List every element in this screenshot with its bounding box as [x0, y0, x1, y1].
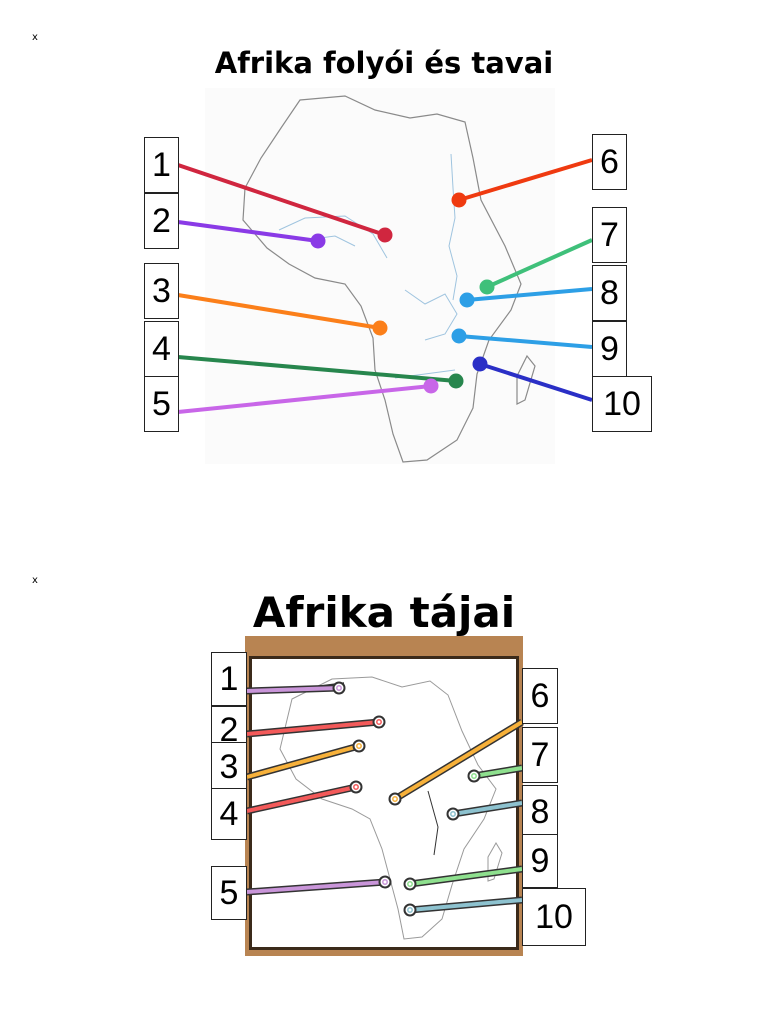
marker-dot-7: [479, 279, 495, 295]
label-box-2: 2: [144, 193, 179, 249]
marker-dot-4: [448, 373, 464, 389]
leader-2-3: [246, 739, 366, 781]
page-marker-bottom: x: [32, 575, 38, 586]
leader-2-4: [246, 780, 363, 815]
marker-dot-5: [423, 378, 439, 394]
leader-2-2: [246, 715, 386, 738]
section2-title: Afrika tájai: [252, 588, 516, 637]
label-box-3: 3: [144, 263, 179, 319]
region-label-box-3: 3: [211, 742, 247, 792]
marker-dot-6: [451, 192, 467, 208]
leader-2-6: [388, 719, 524, 806]
leader-line-10: [479, 362, 593, 402]
label-box-6: 6: [592, 134, 627, 190]
leader-line-8: [466, 287, 593, 302]
leader-line-5: [177, 384, 432, 414]
leader-line-4: [177, 355, 457, 383]
region-label-box-1: 1: [211, 652, 247, 706]
leader-2-8: [446, 799, 523, 821]
leader-line-9: [458, 334, 593, 349]
marker-dot-8: [459, 292, 475, 308]
leader-line-7: [486, 238, 593, 289]
page-marker-top: x: [32, 32, 38, 43]
marker-dot-1: [377, 227, 393, 243]
label-box-5: 5: [144, 376, 179, 432]
leader-2-10: [403, 896, 523, 917]
leader-2-9: [403, 865, 523, 891]
region-label-box-4: 4: [211, 788, 247, 840]
leader-2-1: [246, 681, 346, 695]
leader-2-7: [467, 764, 523, 783]
section1-title: Afrika folyói és tavai: [214, 46, 554, 80]
region-label-box-7: 7: [522, 727, 558, 783]
label-box-10: 10: [592, 376, 652, 432]
label-box-8: 8: [592, 265, 627, 321]
region-label-box-6: 6: [522, 668, 558, 724]
label-box-7: 7: [592, 207, 627, 263]
marker-dot-10: [472, 356, 488, 372]
label-box-1: 1: [144, 137, 179, 193]
region-label-box-8: 8: [522, 785, 558, 839]
label-box-4: 4: [144, 321, 179, 377]
region-label-box-10: 10: [522, 888, 586, 946]
leader-line-6: [458, 158, 593, 202]
leader-2-5: [246, 875, 392, 896]
marker-dot-2: [310, 233, 326, 249]
marker-dot-3: [372, 320, 388, 336]
region-label-box-9: 9: [522, 834, 558, 888]
leader-line-2: [177, 220, 319, 243]
leader-line-1: [177, 163, 386, 237]
region-label-box-5: 5: [211, 866, 247, 920]
leader-line-3: [177, 293, 381, 330]
marker-dot-9: [451, 328, 467, 344]
